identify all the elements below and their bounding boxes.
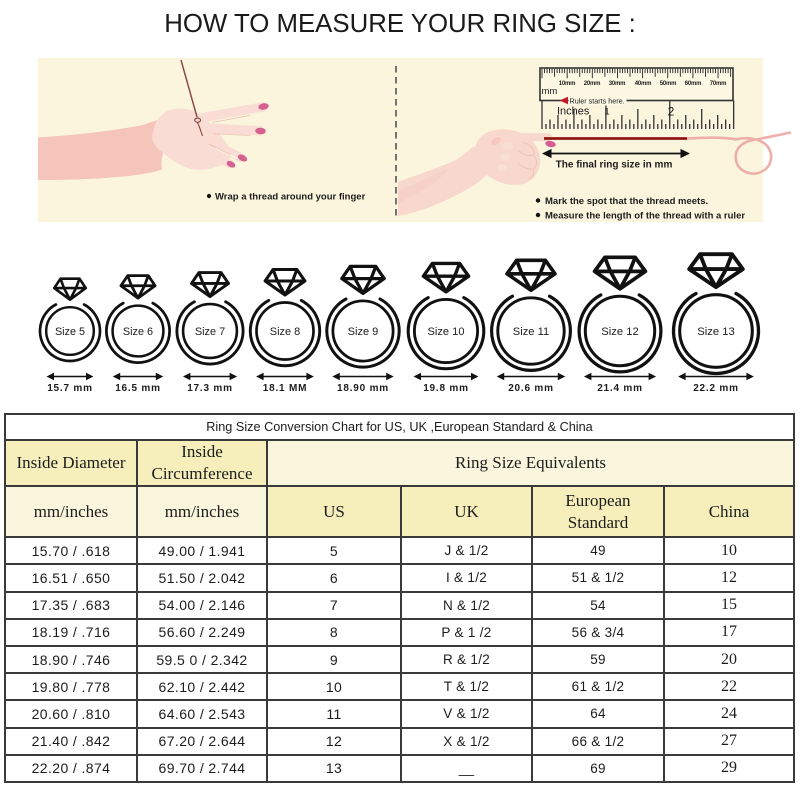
- svg-text:40mm: 40mm: [635, 81, 652, 87]
- svg-text:18.1 MM: 18.1 MM: [263, 383, 308, 394]
- svg-text:16.5 mm: 16.5 mm: [115, 383, 161, 394]
- svg-text:19.8 mm: 19.8 mm: [423, 383, 469, 394]
- svg-text:Size 13: Size 13: [697, 326, 735, 338]
- svg-text:Ruler starts here.: Ruler starts here.: [570, 96, 625, 105]
- svg-text:20mm: 20mm: [584, 81, 601, 87]
- svg-text:50mm: 50mm: [660, 81, 677, 87]
- svg-text:Size 6: Size 6: [123, 326, 153, 338]
- svg-text:mm: mm: [542, 86, 558, 97]
- svg-text:1: 1: [604, 107, 609, 118]
- svg-text:2: 2: [668, 105, 675, 119]
- svg-text:Size 10: Size 10: [427, 326, 464, 338]
- svg-text:Wrap a thread around your fing: Wrap a thread around your finger: [215, 192, 366, 203]
- svg-text:70mm: 70mm: [710, 81, 727, 87]
- svg-text:30mm: 30mm: [609, 81, 626, 87]
- svg-text:Size 5: Size 5: [55, 326, 85, 338]
- svg-text:The final ring size in mm: The final ring size in mm: [556, 160, 673, 171]
- svg-text:21.4 mm: 21.4 mm: [597, 383, 643, 394]
- svg-text:15.7 mm: 15.7 mm: [47, 383, 93, 394]
- svg-text:Size 7: Size 7: [195, 326, 225, 338]
- svg-text:Size 11: Size 11: [513, 326, 549, 338]
- svg-text:Size 12: Size 12: [601, 326, 638, 338]
- svg-text:Size 8: Size 8: [270, 326, 301, 338]
- svg-text:10mm: 10mm: [559, 81, 576, 87]
- svg-text:18.90 mm: 18.90 mm: [337, 383, 389, 394]
- svg-text:60mm: 60mm: [685, 81, 702, 87]
- svg-text:17.3 mm: 17.3 mm: [187, 383, 233, 394]
- svg-text:Measure the length of the thre: Measure the length of the thread with a …: [545, 211, 745, 222]
- svg-text:Mark the spot that the thread: Mark the spot that the thread meets.: [545, 196, 708, 207]
- svg-text:22.2 mm: 22.2 mm: [693, 383, 739, 394]
- svg-text:Inches: Inches: [557, 106, 590, 118]
- svg-text:20.6 mm: 20.6 mm: [508, 383, 554, 394]
- svg-text:Size 9: Size 9: [348, 326, 379, 338]
